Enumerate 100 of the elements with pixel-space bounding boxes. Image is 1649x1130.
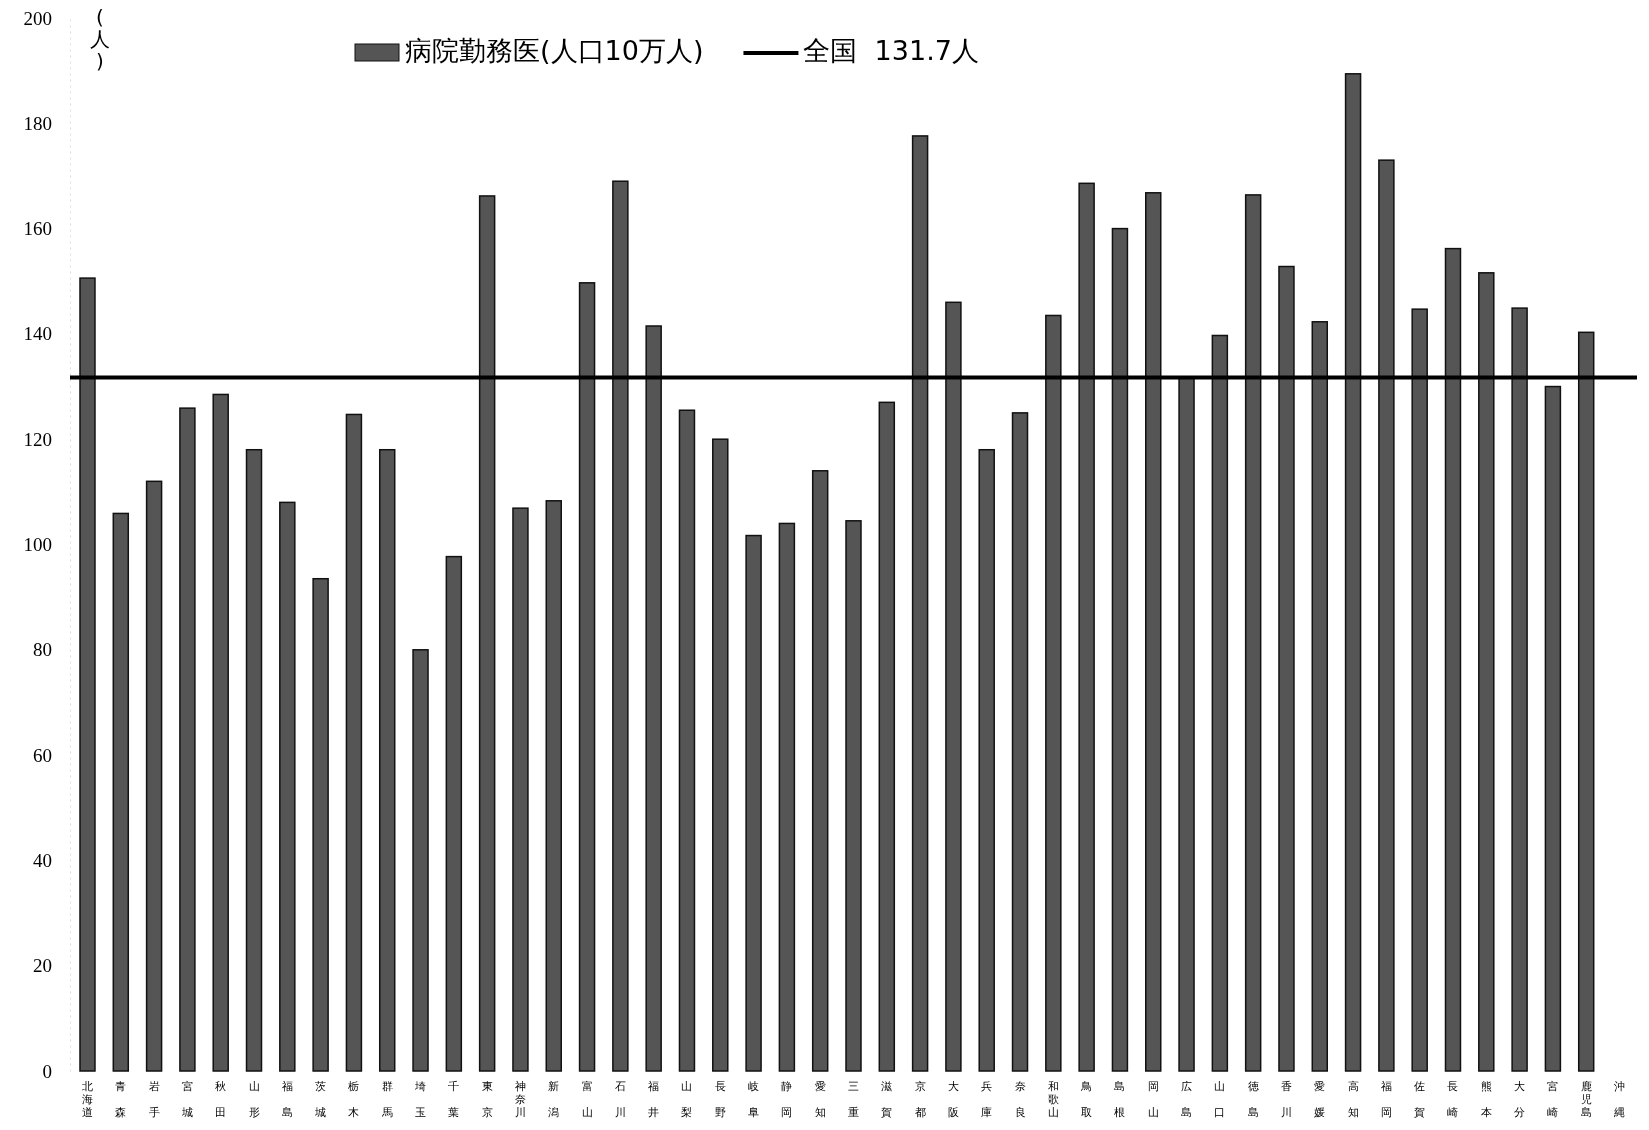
y-tick-label: 100 [23,534,52,556]
bar [1078,182,1095,1072]
bar [578,282,596,1072]
x-tick-label: 大阪 [947,1080,959,1119]
x-tick-label: 徳島 [1247,1080,1259,1119]
bar [1544,385,1562,1072]
x-tick-label: 沖縄 [1613,1080,1626,1119]
bar [112,512,130,1072]
x-tick-label: 石川 [614,1080,626,1119]
x-tick-label: 秋田 [215,1080,227,1119]
bar [1111,227,1129,1072]
bar [712,438,729,1072]
x-tick-label: 高知 [1347,1080,1359,1119]
x-tick-label: 大分 [1514,1080,1526,1119]
x-tick-label: 千葉 [448,1080,460,1119]
x-tick-label: 宮崎 [1547,1080,1559,1119]
x-tick-label: 北海道 [81,1080,93,1119]
x-tick-label: 滋賀 [881,1080,893,1119]
bar [1378,159,1395,1072]
bar [645,325,662,1072]
legend-label: 病院勤務医(人口10万人) [405,35,704,66]
x-tick-label: 富山 [581,1080,593,1119]
bar [445,555,463,1072]
x-tick-label: 岡山 [1147,1080,1159,1119]
bar [512,507,529,1072]
x-tick-label: 長崎 [1447,1080,1459,1119]
x-tick-label: 山口 [1214,1080,1226,1119]
x-tick-label: 京都 [914,1080,926,1119]
x-tick-label: 香川 [1280,1080,1292,1119]
bar [1577,331,1595,1072]
bar [945,301,962,1072]
x-tick-label: 岐阜 [748,1080,760,1119]
x-tick-label: 和歌山 [1047,1080,1059,1119]
x-tick-label: 福島 [281,1080,293,1119]
x-tick-label: 愛媛 [1314,1080,1326,1119]
bar [1344,73,1362,1072]
y-tick-label: 80 [33,639,52,661]
bar [478,195,496,1072]
bar [678,409,696,1072]
x-tick-label: 福岡 [1380,1080,1392,1119]
y-tick-label: 160 [23,218,52,240]
bar [245,448,263,1072]
x-tick-label: 奈良 [1014,1080,1026,1119]
bar [745,534,762,1072]
bar [378,448,396,1072]
bar [1145,192,1162,1072]
x-tick-label: 群馬 [380,1080,393,1119]
x-tick-label: 鹿児島 [1580,1080,1592,1119]
x-tick-label: 福井 [648,1080,660,1119]
bar [545,500,562,1072]
y-axis-title: (人) [90,5,110,73]
x-tick-label: 東京 [481,1080,493,1119]
y-tick-label: 180 [23,112,52,134]
bar [845,520,862,1072]
y-tick-label: 200 [23,7,52,29]
x-tick-label: 宮城 [180,1080,193,1119]
x-tick-label: 愛知 [814,1080,826,1119]
bar [1045,314,1062,1072]
x-tick-label: 栃木 [348,1080,360,1119]
y-tick-label: 60 [33,744,52,766]
bar [345,413,363,1072]
bar [1278,265,1295,1072]
x-tick-label: 新潟 [548,1080,560,1119]
y-tick-label: 20 [33,955,52,977]
x-tick-label: 茨城 [314,1080,327,1119]
x-tick-label: 埼玉 [414,1080,427,1119]
bar [911,135,929,1072]
bar [1011,412,1029,1072]
bar [312,577,329,1072]
x-tick-label: 岩手 [148,1080,160,1119]
x-tick-label: 山形 [248,1080,260,1119]
bar [1478,272,1495,1072]
bar [1311,321,1329,1072]
bar [612,180,629,1072]
bar [878,401,896,1072]
y-tick-label: 120 [23,428,52,450]
bar [279,501,296,1072]
bar [1244,194,1262,1072]
bar [811,470,829,1072]
bar [978,448,995,1072]
x-tick-label: 広島 [1181,1080,1193,1119]
bar [145,480,163,1072]
bar [778,522,796,1072]
bar [79,277,96,1072]
legend-label: 全国 131.7人 [803,35,979,66]
y-tick-label: 140 [23,323,52,345]
y-tick-label: 40 [33,849,52,871]
bar [1411,308,1428,1072]
bar [1211,334,1229,1072]
bar [179,407,196,1072]
bar [212,393,229,1072]
bar [1511,307,1528,1072]
x-tick-label: 鳥取 [1080,1080,1093,1119]
x-tick-label: 神奈川 [514,1080,526,1119]
x-tick-label: 静岡 [781,1080,793,1119]
x-tick-label: 青森 [115,1080,127,1119]
x-tick-label: 兵庫 [981,1080,993,1119]
bar [1444,247,1462,1072]
x-tick-label: 長野 [714,1080,726,1119]
x-tick-label: 三重 [848,1080,859,1119]
